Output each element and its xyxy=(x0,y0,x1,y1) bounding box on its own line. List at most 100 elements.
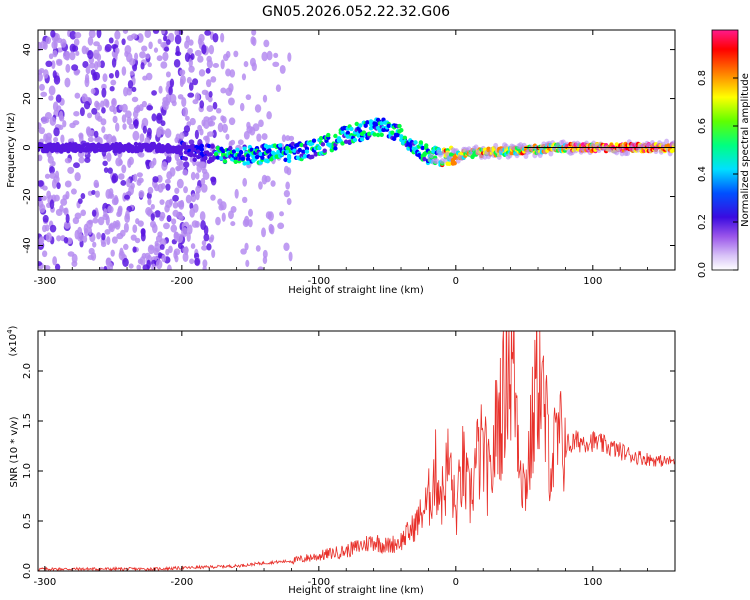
heatmap-cell xyxy=(287,52,292,62)
heatmap-cell xyxy=(95,102,101,111)
heatmap-cell xyxy=(283,189,291,198)
heatmap-cell xyxy=(153,47,159,53)
top-xtick-label: 0 xyxy=(453,276,459,287)
heatmap-cell xyxy=(277,143,283,148)
heatmap-cell xyxy=(431,149,436,154)
heatmap-cell xyxy=(374,121,379,127)
heatmap-cell xyxy=(60,134,65,144)
bottom-ytick-label: 1.0 xyxy=(22,463,33,479)
heatmap-cell xyxy=(127,158,132,168)
heatmap-cell xyxy=(285,149,290,154)
heatmap-cell xyxy=(377,128,383,133)
heatmap-cell xyxy=(290,141,295,147)
heatmap-cell xyxy=(181,227,188,238)
heatmap-cell xyxy=(82,142,87,148)
heatmap-cell xyxy=(162,96,169,103)
heatmap-cell xyxy=(72,45,79,52)
heatmap-cell xyxy=(91,107,98,115)
heatmap-cell xyxy=(254,104,262,113)
heatmap-cell xyxy=(87,36,94,46)
heatmap-cell xyxy=(160,41,168,49)
heatmap-cell xyxy=(103,98,109,107)
heatmap-cell xyxy=(111,236,118,244)
heatmap-cell xyxy=(288,251,293,262)
heatmap-cell xyxy=(230,205,237,213)
heatmap-cell xyxy=(365,120,370,125)
heatmap-cell xyxy=(152,176,159,183)
heatmap-cell xyxy=(49,199,55,210)
heatmap-cell xyxy=(391,136,397,142)
heatmap-cell xyxy=(228,145,233,151)
heatmap-cell xyxy=(174,187,180,194)
heatmap-cell xyxy=(134,52,139,61)
heatmap-cell xyxy=(225,87,233,97)
heatmap-cell xyxy=(63,236,69,244)
heatmap-cell xyxy=(671,140,675,147)
top-xtick-label: 100 xyxy=(583,276,602,287)
heatmap-cell xyxy=(262,249,268,259)
heatmap-cell xyxy=(139,133,145,143)
heatmap-cell xyxy=(215,216,221,226)
heatmap-cell xyxy=(190,53,195,60)
heatmap-cell xyxy=(137,220,144,227)
top-xtick-label: -100 xyxy=(307,276,330,287)
heatmap-cell xyxy=(48,53,54,60)
heatmap-cell xyxy=(42,214,49,223)
heatmap-cell xyxy=(210,144,215,149)
heatmap-cell xyxy=(225,68,232,77)
heatmap-cell xyxy=(78,132,84,139)
heatmap-cell xyxy=(496,153,502,160)
heatmap-cell xyxy=(94,148,99,153)
heatmap-cell xyxy=(664,138,670,145)
heatmap-cell xyxy=(115,47,120,55)
heatmap-cell xyxy=(186,232,191,242)
heatmap-cell xyxy=(53,194,60,202)
heatmap-cell xyxy=(55,94,62,103)
heatmap-cell xyxy=(188,152,194,158)
heatmap-cell xyxy=(209,115,217,121)
heatmap-cell xyxy=(96,115,103,122)
heatmap-cell xyxy=(267,144,272,150)
heatmap-cell xyxy=(228,97,235,106)
colorbar-ticks: 0.0 0.2 0.4 0.6 0.8 xyxy=(697,70,738,278)
heatmap-cell xyxy=(147,186,154,195)
heatmap-cell xyxy=(92,241,97,248)
heatmap-cell xyxy=(107,205,114,214)
heatmap-cell xyxy=(141,117,149,128)
bottom-ytick-label: 2.0 xyxy=(22,363,33,379)
heatmap-cell xyxy=(49,224,57,233)
heatmap-cell xyxy=(156,112,163,121)
heatmap-cell xyxy=(179,69,186,76)
top-ytick-label: 0 xyxy=(22,144,33,150)
heatmap-cell xyxy=(64,77,71,88)
heatmap-cell xyxy=(124,213,131,224)
heatmap-cell xyxy=(122,257,129,268)
heatmap-cell xyxy=(265,159,270,164)
heatmap-cell xyxy=(245,153,251,158)
heatmap-cell xyxy=(173,248,181,256)
heatmap-cell xyxy=(354,121,359,127)
heatmap-cell xyxy=(541,141,547,148)
heatmap-cell xyxy=(137,177,144,184)
heatmap-cell xyxy=(671,147,675,153)
heatmap-cell xyxy=(154,210,161,218)
heatmap-cell xyxy=(197,37,203,46)
heatmap-cell xyxy=(162,51,169,62)
heatmap-cell xyxy=(175,166,180,172)
heatmap-cell xyxy=(184,40,190,49)
heatmap-cell xyxy=(42,41,48,50)
heatmap-cell xyxy=(121,114,127,123)
heatmap-cell xyxy=(237,139,244,146)
heatmap-cell xyxy=(231,149,237,154)
heatmap-cell xyxy=(155,259,163,270)
heatmap-cell xyxy=(91,209,97,217)
heatmap-cell xyxy=(132,224,138,234)
heatmap-cell xyxy=(272,61,280,67)
heatmap-cell xyxy=(548,150,554,157)
heatmap-cell xyxy=(75,50,80,56)
heatmap-cell xyxy=(137,258,143,265)
heatmap-cell xyxy=(212,155,217,160)
heatmap-cell xyxy=(114,69,120,79)
heatmap-cell xyxy=(174,254,179,263)
